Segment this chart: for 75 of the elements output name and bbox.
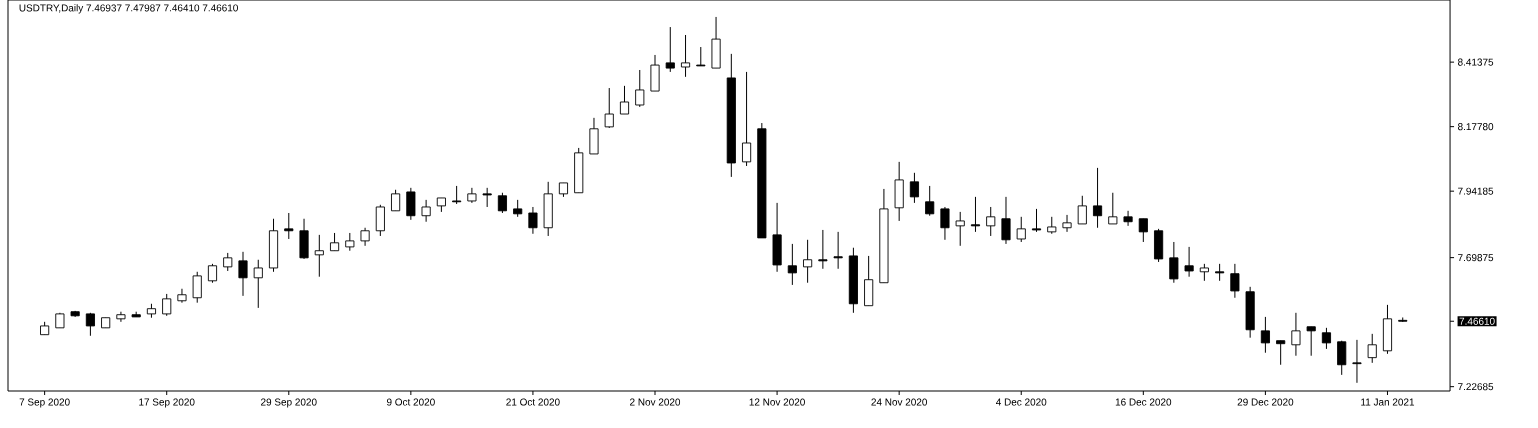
candlestick — [207, 263, 218, 284]
x-tick-label: 7 Sep 2020 — [19, 398, 70, 408]
candlestick — [360, 227, 370, 247]
candlestick — [1352, 339, 1362, 384]
candlestick — [909, 172, 919, 204]
candlestick — [1260, 316, 1270, 354]
candlestick — [223, 252, 233, 272]
candlestick — [1184, 246, 1194, 278]
candlestick — [742, 71, 752, 167]
candlestick — [1031, 208, 1042, 233]
candlestick — [253, 259, 263, 309]
y-tick-label: 7.22685 — [1458, 383, 1494, 391]
candlestick — [116, 311, 126, 323]
candlestick — [696, 46, 706, 67]
x-tick-label: 9 Oct 2020 — [386, 398, 435, 406]
candlestick — [391, 189, 401, 212]
x-tick-label: 21 Oct 2020 — [506, 398, 560, 406]
x-tick-label: 29 Dec 2020 — [1237, 398, 1294, 406]
candlestick — [970, 196, 981, 233]
candlestick — [1077, 195, 1087, 225]
x-tick-label: 11 Jan 2021 — [1361, 398, 1415, 406]
candlestick — [497, 192, 507, 214]
candlestick — [1123, 210, 1133, 227]
candlestick — [1062, 214, 1072, 233]
candlestick — [986, 206, 996, 237]
candlestick — [619, 85, 630, 115]
x-tick-label: 12 Nov 2020 — [749, 398, 805, 406]
candlestick — [1169, 241, 1179, 284]
candlestick — [421, 199, 431, 223]
candlestick — [1306, 326, 1316, 357]
y-tick-label: 7.94185 — [1458, 187, 1494, 195]
candlestick — [1291, 312, 1301, 357]
candlestick — [833, 231, 843, 270]
candlestick — [284, 212, 294, 240]
x-tick-label: 16 Dec 2020 — [1115, 398, 1172, 406]
candlestick — [406, 187, 416, 221]
candlestick — [803, 239, 813, 284]
candlestick — [818, 229, 828, 270]
candlestick — [940, 206, 950, 241]
candlestick — [1138, 218, 1148, 243]
candlestick — [177, 288, 187, 304]
candlestick — [955, 211, 965, 247]
candlestick — [1001, 196, 1011, 245]
candlestick — [162, 293, 172, 317]
candlestick — [665, 26, 675, 73]
candlestick — [1337, 340, 1347, 376]
candlestick — [482, 187, 492, 208]
y-tick-label: 7.69875 — [1458, 254, 1494, 262]
candlestick — [680, 34, 691, 78]
candlestick — [1321, 327, 1332, 350]
candlestick — [1276, 340, 1286, 366]
candlestick — [375, 204, 385, 237]
candlestick — [925, 185, 935, 217]
x-tick-label: 17 Sep 2020 — [139, 398, 195, 408]
y-tick-label: 8.41375 — [1458, 58, 1494, 66]
y-tick-label: 7.46610 — [1459, 317, 1495, 325]
chart-title: USDTRY,Daily 7.46937 7.47987 7.46410 7.46610 — [19, 4, 238, 14]
candlestick — [1230, 263, 1240, 299]
candlestick — [192, 271, 202, 304]
x-tick-label: 29 Sep 2020 — [261, 398, 317, 408]
y-tick-label: 8.17780 — [1458, 123, 1494, 131]
x-tick-label: 4 Dec 2020 — [996, 398, 1047, 406]
candlestick — [452, 185, 462, 205]
candlestick — [314, 234, 324, 278]
candlestick — [787, 243, 797, 286]
candlestick — [604, 87, 614, 129]
candlestick — [238, 251, 248, 297]
x-tick-label: 24 Nov 2020 — [871, 398, 928, 406]
candlestick — [635, 69, 645, 108]
candlestick — [1367, 333, 1377, 364]
candlestick — [528, 206, 538, 235]
candlestick — [1016, 216, 1026, 243]
candlestick — [1108, 192, 1118, 225]
candlestick — [1092, 167, 1103, 229]
x-tick-label: 2 Nov 2020 — [630, 398, 681, 406]
